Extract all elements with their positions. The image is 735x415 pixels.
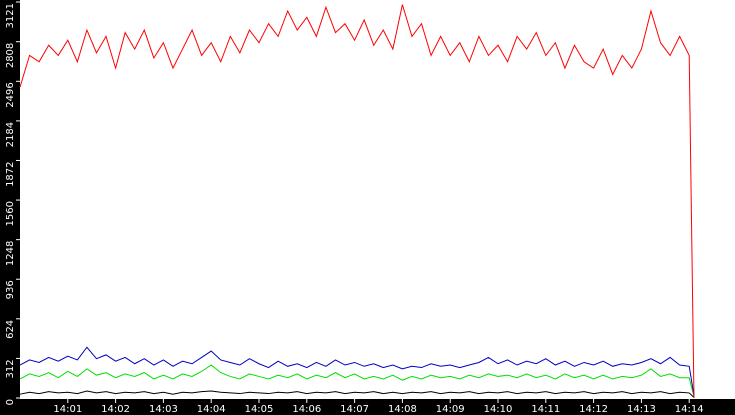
y-tick-label: 3121 <box>5 3 16 28</box>
x-tick-label: 14:06 <box>292 404 321 415</box>
x-tick-label: 14:08 <box>388 404 417 415</box>
y-tick-label: 1872 <box>5 161 16 186</box>
x-tick-label: 14:10 <box>484 404 513 415</box>
y-tick-label: 1560 <box>5 201 16 226</box>
y-tick-label: 2496 <box>5 82 16 107</box>
x-tick-label: 14:11 <box>531 404 560 415</box>
x-axis-band <box>0 399 735 415</box>
y-tick-label: 1248 <box>5 241 16 266</box>
y-tick-label: 2808 <box>5 43 16 68</box>
x-tick-label: 14:03 <box>149 404 178 415</box>
x-tick-label: 14:05 <box>245 404 274 415</box>
x-tick-label: 14:04 <box>197 404 226 415</box>
x-tick-label: 14:07 <box>340 404 369 415</box>
x-tick-label: 14:09 <box>436 404 465 415</box>
series-line <box>19 346 695 396</box>
y-axis-band <box>0 0 20 415</box>
x-tick-label: 14:12 <box>579 404 608 415</box>
x-tick-label: 14:14 <box>675 404 704 415</box>
x-tick-label: 14:01 <box>53 404 82 415</box>
y-tick-label: 312 <box>5 359 16 378</box>
y-tick-label: 936 <box>5 280 16 299</box>
x-tick-label: 14:13 <box>627 404 656 415</box>
series-line <box>19 4 695 399</box>
series-line <box>19 390 695 398</box>
series-line <box>19 364 695 397</box>
x-tick-label: 14:02 <box>101 404 130 415</box>
y-tick-label: 624 <box>5 320 16 339</box>
y-tick-label: 2184 <box>5 122 16 147</box>
y-tick-label: 0 <box>5 399 16 405</box>
